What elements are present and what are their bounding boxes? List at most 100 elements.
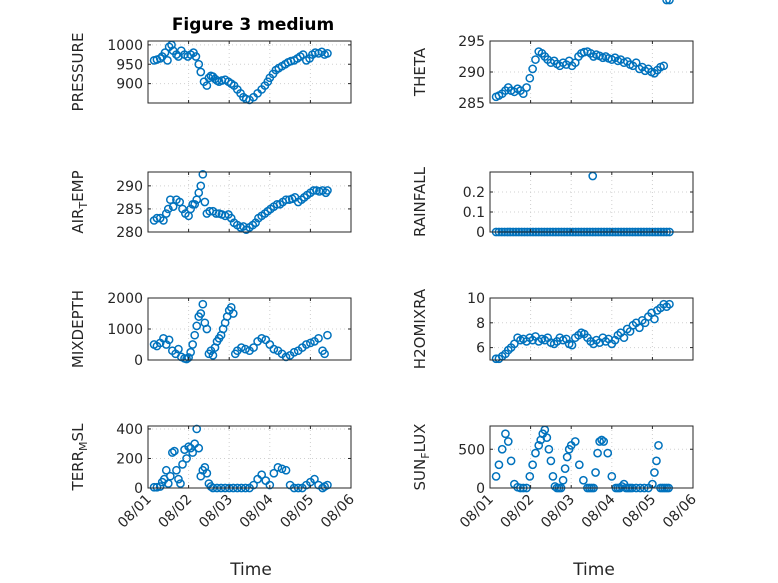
data-point [550, 482, 560, 491]
y-axis-label: H2OMIXRA [411, 288, 429, 369]
data-point [188, 448, 198, 457]
y-tick-label: 6 [476, 341, 485, 357]
data-point [567, 340, 577, 350]
data-point [192, 424, 202, 434]
x-tick-label: 08/05 [277, 492, 317, 532]
data-point [654, 441, 663, 450]
data-point [494, 460, 504, 470]
data-point [196, 181, 206, 191]
data-point [599, 437, 609, 446]
data-point [265, 480, 275, 490]
y-tick-label: 200 [116, 451, 143, 467]
data-point [160, 48, 170, 57]
y-tick-label: 900 [116, 77, 143, 93]
subplot-3: 280 285 290 AIRTEMP [69, 169, 352, 241]
data-point [176, 479, 185, 488]
x-tick-label: 08/02 [498, 492, 538, 532]
y-tick-label: 10 [467, 291, 485, 307]
x-tick-label: 08/06 [660, 491, 700, 531]
data-point [542, 433, 552, 442]
data-point [662, 0, 671, 5]
data-point [562, 452, 572, 462]
data-point [159, 216, 168, 225]
data-point [593, 448, 602, 458]
data-point [211, 209, 221, 218]
data-point [164, 335, 174, 345]
axes-frame [489, 425, 694, 489]
data-point [198, 299, 208, 309]
data-point [172, 465, 181, 475]
data-point [548, 472, 558, 481]
subplot-8: 0 500 08/01 08/02 08/03 08/04 08/05 08/06 SUNFLU… [411, 424, 700, 532]
y-tick-label: 8 [476, 316, 485, 332]
x-tick-label: 08/05 [619, 492, 659, 532]
data-point [249, 343, 258, 352]
data-point [506, 456, 516, 466]
data-point [161, 465, 171, 475]
data-point [558, 475, 568, 485]
data-point [522, 83, 531, 92]
data-point [323, 480, 332, 490]
data-point [188, 340, 198, 349]
data-point [323, 186, 332, 195]
data-point [168, 202, 178, 211]
y-tick-label: 400 [116, 422, 143, 438]
data-point [650, 314, 659, 324]
y-tick-label: 285 [116, 202, 143, 218]
data-point [184, 353, 193, 362]
subplot-4: 0 0.1 0.2 RAINFALL [411, 166, 694, 241]
y-tick-label: 2000 [107, 291, 143, 307]
data-point [175, 197, 185, 207]
data-point [196, 309, 206, 318]
data-point [323, 49, 332, 58]
plot-area [490, 172, 693, 232]
data-point [650, 468, 659, 477]
subplot-5: 0 1000 2000 MIXDEPTH [69, 290, 352, 369]
data-point [534, 441, 544, 450]
y-axis-label: RAINFALL [411, 166, 429, 237]
y-tick-label: 290 [116, 179, 143, 195]
data-point [617, 482, 627, 491]
data-point [665, 299, 674, 309]
data-point [652, 456, 661, 466]
data-point [525, 472, 535, 481]
y-axis-label: MIXDEPTH [69, 290, 87, 368]
data-point [208, 351, 218, 360]
plot-area [490, 298, 693, 360]
data-point [574, 460, 584, 470]
x-tick-label: 08/02 [156, 492, 196, 532]
data-point [281, 465, 291, 475]
data-point [579, 475, 588, 485]
axes-frame [147, 425, 352, 489]
subplot-7: 0 200 400 08/01 08/02 08/03 08/04 08/05 08/06 TER… [69, 422, 358, 531]
plot-area [148, 172, 351, 232]
data-point [665, 0, 674, 5]
data-point [323, 330, 332, 340]
data-point [597, 435, 607, 445]
data-point [182, 354, 191, 364]
data-point [635, 323, 644, 333]
data-point [163, 204, 173, 214]
data-point [237, 343, 246, 352]
data-point [314, 333, 323, 343]
axes-frame [147, 171, 352, 233]
data-point [531, 55, 540, 64]
y-tick-label: 290 [458, 65, 485, 81]
data-point [168, 448, 177, 457]
data-point [269, 468, 279, 478]
data-point [194, 443, 204, 453]
data-point [202, 468, 212, 478]
data-point [501, 429, 510, 439]
subplot-6: 6 8 10 H2OMIXRA [411, 288, 694, 369]
data-point [249, 480, 258, 490]
plot-area [490, 426, 693, 488]
data-point [591, 468, 600, 477]
data-point [497, 444, 507, 454]
x-tick-label: 08/06 [318, 491, 358, 531]
data-point [603, 448, 613, 458]
data-point [228, 309, 238, 318]
y-tick-label: 0.1 [463, 205, 485, 221]
x-tick-label: 08/01 [457, 492, 497, 532]
y-tick-label: 1000 [107, 38, 143, 54]
